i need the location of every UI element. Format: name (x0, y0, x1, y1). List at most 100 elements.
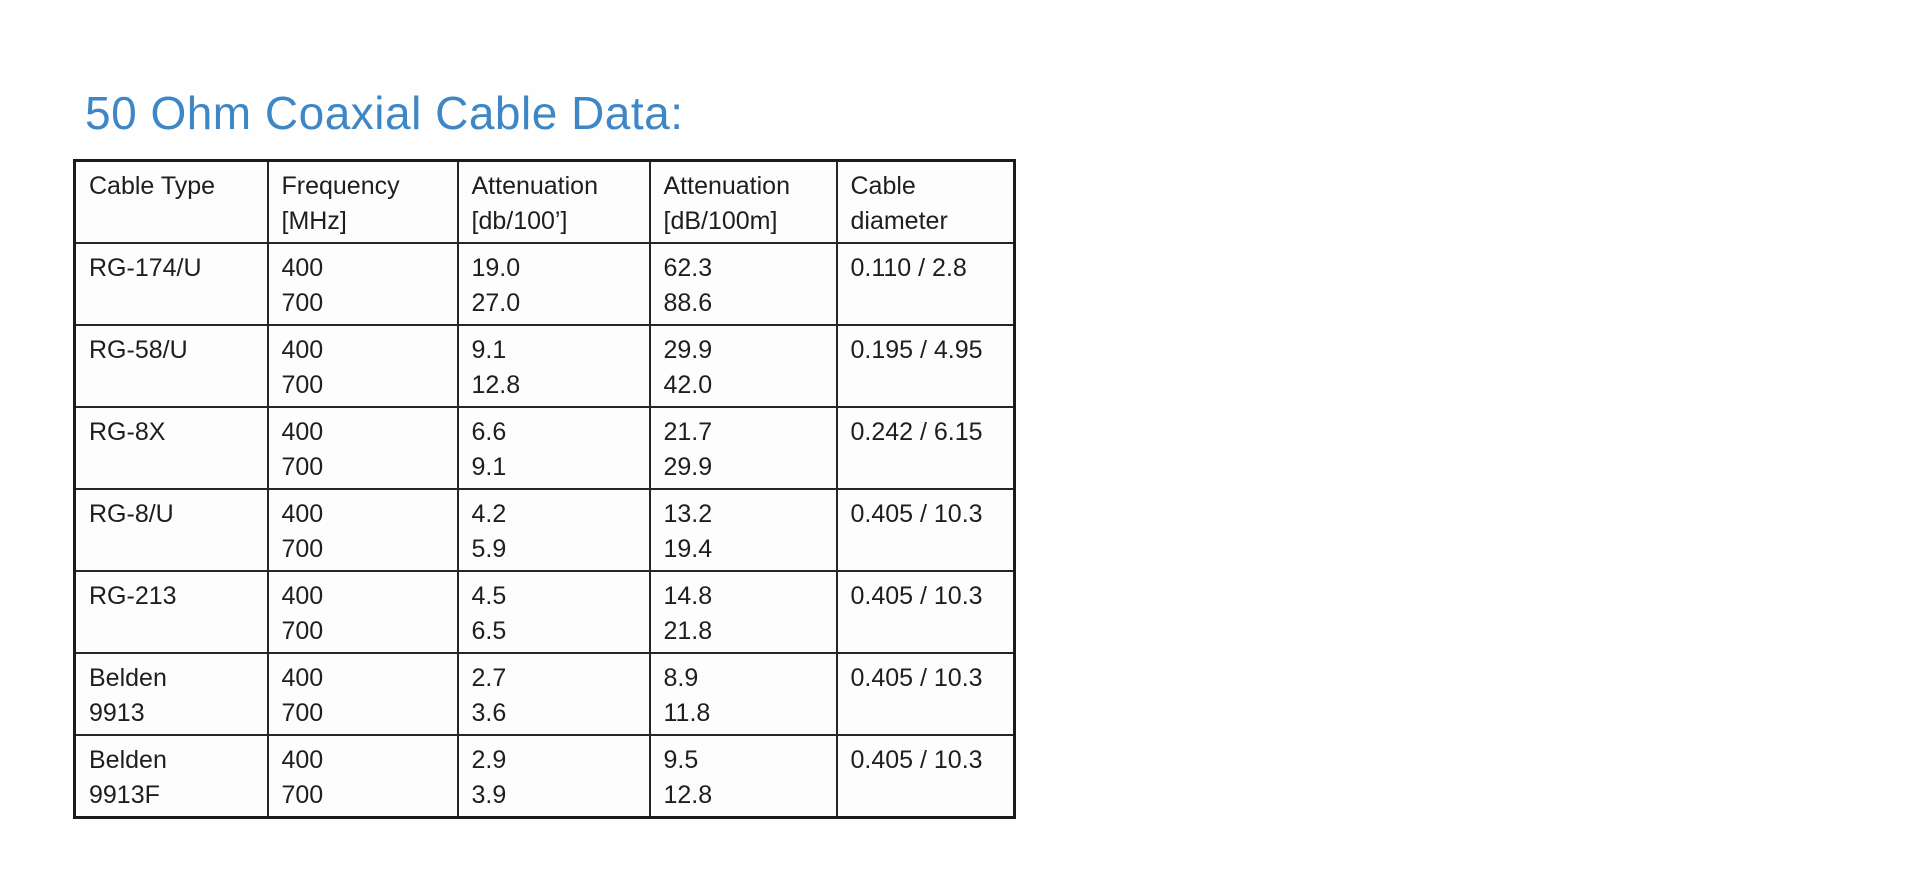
cell-line: 700 (281, 699, 324, 727)
cell-line: 42.0 (663, 371, 713, 399)
cell-line: 700 (281, 535, 324, 563)
cell-attenuation-ft: 9.1 12.8 (456, 324, 651, 408)
cell-line: 6.5 (471, 617, 507, 645)
cell-line: 700 (281, 289, 324, 317)
cell-line: 8.9 (663, 664, 699, 692)
cell-frequency: 400 700 (266, 652, 459, 736)
cell-line: RG-8X (89, 418, 166, 446)
cell-cable-diameter: 0.405 / 10.3 (835, 734, 1016, 819)
cell-frequency: 400 700 (266, 734, 459, 819)
cell-line: 400 (281, 254, 324, 282)
cell-line: 700 (281, 453, 324, 481)
cell-attenuation-m: 21.7 29.9 (648, 406, 838, 490)
header-row: Cable Type Frequency [MHz] Attenuation [… (73, 159, 1016, 244)
cell-line: 19.4 (663, 535, 713, 563)
cell-line: RG-58/U (89, 336, 188, 364)
header-line: Attenuation (471, 172, 599, 200)
cell-attenuation-ft: 2.9 3.9 (456, 734, 651, 819)
cell-line: 6.6 (471, 418, 507, 446)
cell-attenuation-m: 8.9 11.8 (648, 652, 838, 736)
cell-cable-diameter: 0.405 / 10.3 (835, 652, 1016, 736)
header-cell-attenuation-m: Attenuation [dB/100m] (648, 159, 838, 244)
cell-cable-type: RG-58/U (73, 324, 269, 408)
cell-cable-type: Belden 9913 (73, 652, 269, 736)
cell-line: 0.405 / 10.3 (850, 664, 983, 692)
page-title: 50 Ohm Coaxial Cable Data: (85, 87, 684, 139)
cell-line: 400 (281, 582, 324, 610)
cell-line: 9913 (89, 699, 145, 727)
cell-cable-diameter: 0.242 / 6.15 (835, 406, 1016, 490)
cell-line: RG-213 (89, 582, 177, 610)
cell-attenuation-ft: 2.7 3.6 (456, 652, 651, 736)
table-row-rg-213: RG-213 400 700 4.5 6.5 14.8 21.8 0.405 /… (73, 570, 1016, 654)
cell-line: 0.405 / 10.3 (850, 746, 983, 774)
cell-line: 0.110 / 2.8 (850, 254, 967, 282)
cell-cable-type: RG-8X (73, 406, 269, 490)
cell-line: RG-8/U (89, 500, 174, 528)
cell-line: 19.0 (471, 254, 521, 282)
header-line: Cable Type (89, 172, 216, 200)
cell-line: 400 (281, 500, 324, 528)
cell-line: 400 (281, 418, 324, 446)
cell-line: 12.8 (471, 371, 521, 399)
cell-line: 9.5 (663, 746, 699, 774)
cell-line: 2.9 (471, 746, 507, 774)
cell-line: 700 (281, 371, 324, 399)
cell-attenuation-m: 62.3 88.6 (648, 242, 838, 326)
cell-line: 3.9 (471, 781, 507, 809)
header-line: diameter (850, 207, 948, 235)
cell-attenuation-ft: 19.0 27.0 (456, 242, 651, 326)
header-cell-cable-type: Cable Type (73, 159, 269, 244)
table-body: RG-174/U 400 700 19.0 27.0 62.3 88.6 0.1… (73, 242, 1016, 819)
cell-attenuation-ft: 4.2 5.9 (456, 488, 651, 572)
cell-attenuation-m: 9.5 12.8 (648, 734, 838, 819)
cell-line: 21.7 (663, 418, 713, 446)
cell-line: 27.0 (471, 289, 521, 317)
cell-line: 400 (281, 664, 324, 692)
cell-frequency: 400 700 (266, 242, 459, 326)
header-line: [db/100’] (471, 207, 568, 235)
cell-line: 11.8 (663, 699, 711, 727)
cell-line: 9913F (89, 781, 160, 809)
cell-line: 12.8 (663, 781, 713, 809)
coax-cable-data-table: Cable Type Frequency [MHz] Attenuation [… (73, 159, 1016, 819)
table-row-rg-8u: RG-8/U 400 700 4.2 5.9 13.2 19.4 0.405 /… (73, 488, 1016, 572)
cell-line: 5.9 (471, 535, 507, 563)
cell-attenuation-ft: 6.6 9.1 (456, 406, 651, 490)
cell-attenuation-m: 29.9 42.0 (648, 324, 838, 408)
cell-cable-type: RG-213 (73, 570, 269, 654)
header-line: [MHz] (281, 207, 347, 235)
cell-line: 4.5 (471, 582, 507, 610)
cell-cable-type: RG-8/U (73, 488, 269, 572)
cell-line: 2.7 (471, 664, 507, 692)
header-line: Attenuation (663, 172, 791, 200)
cell-line: 400 (281, 336, 324, 364)
cell-line: 4.2 (471, 500, 507, 528)
cell-line: 9.1 (471, 336, 507, 364)
cell-line: 3.6 (471, 699, 507, 727)
cell-line: 29.9 (663, 453, 713, 481)
cell-line: Belden (89, 746, 167, 774)
cell-cable-diameter: 0.405 / 10.3 (835, 570, 1016, 654)
cell-frequency: 400 700 (266, 488, 459, 572)
table-row-belden-9913f: Belden 9913F 400 700 2.9 3.9 9.5 12.8 0.… (73, 734, 1016, 819)
cell-line: 700 (281, 617, 324, 645)
cell-line: 29.9 (663, 336, 713, 364)
cell-line: 62.3 (663, 254, 713, 282)
header-cell-attenuation-ft: Attenuation [db/100’] (456, 159, 651, 244)
cell-cable-type: Belden 9913F (73, 734, 269, 819)
table-header: Cable Type Frequency [MHz] Attenuation [… (73, 159, 1016, 244)
cell-line: 14.8 (663, 582, 713, 610)
cell-attenuation-m: 13.2 19.4 (648, 488, 838, 572)
table-row-rg-174u: RG-174/U 400 700 19.0 27.0 62.3 88.6 0.1… (73, 242, 1016, 326)
cell-line: 700 (281, 781, 324, 809)
cell-line: 400 (281, 746, 324, 774)
cell-line: 0.195 / 4.95 (850, 336, 983, 364)
cell-frequency: 400 700 (266, 324, 459, 408)
table-row-rg-58u: RG-58/U 400 700 9.1 12.8 29.9 42.0 0.195… (73, 324, 1016, 408)
cell-line: 9.1 (471, 453, 507, 481)
cell-line: 0.242 / 6.15 (850, 418, 983, 446)
cell-line: 13.2 (663, 500, 713, 528)
cell-line: RG-174/U (89, 254, 202, 282)
